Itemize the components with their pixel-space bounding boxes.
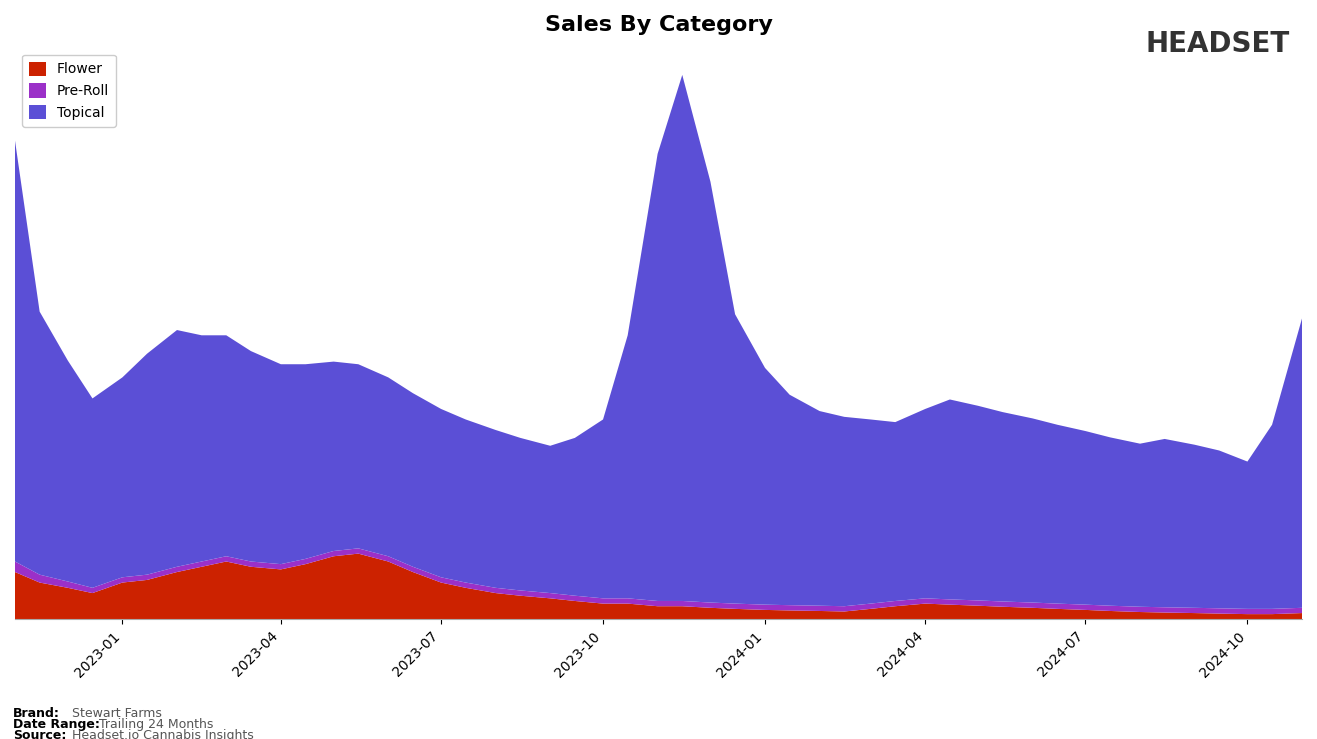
Text: Brand:: Brand: xyxy=(13,706,61,720)
Text: Headset.io Cannabis Insights: Headset.io Cannabis Insights xyxy=(72,729,254,739)
Legend: Flower, Pre-Roll, Topical: Flower, Pre-Roll, Topical xyxy=(22,55,116,127)
Title: Sales By Category: Sales By Category xyxy=(544,15,773,35)
Text: HEADSET: HEADSET xyxy=(1146,30,1291,58)
Text: Date Range:: Date Range: xyxy=(13,718,100,731)
Text: Source:: Source: xyxy=(13,729,67,739)
Text: Stewart Farms: Stewart Farms xyxy=(72,706,162,720)
Text: Trailing 24 Months: Trailing 24 Months xyxy=(99,718,213,731)
